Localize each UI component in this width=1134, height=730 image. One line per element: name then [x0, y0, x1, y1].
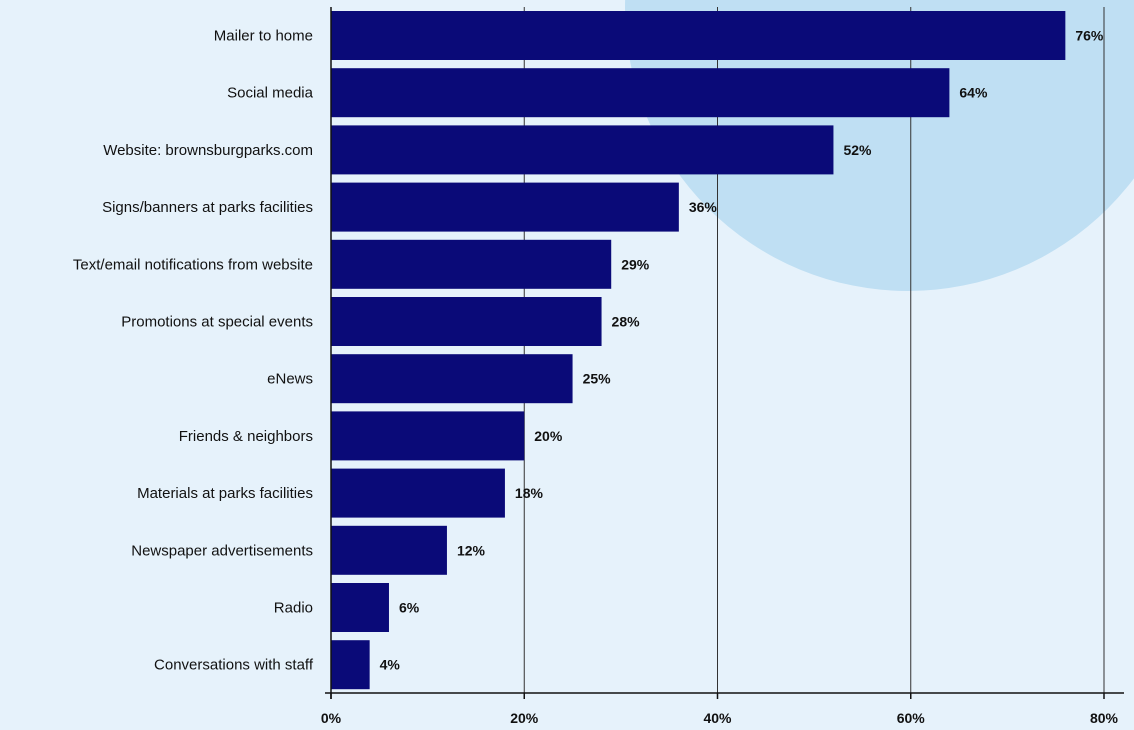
value-label: 29% [621, 256, 650, 272]
labels: 0% 20% 40% 60% 80% Mailer to home 76% Social me… [73, 28, 1119, 727]
value-label: 18% [515, 485, 544, 501]
value-label: 25% [583, 371, 612, 387]
bar [331, 640, 370, 690]
category-label: eNews [267, 371, 313, 388]
value-label: 76% [1075, 28, 1104, 44]
axes [325, 7, 1124, 699]
category-label: Promotions at special events [121, 314, 313, 331]
bar [331, 411, 525, 461]
category-label: Mailer to home [214, 28, 313, 45]
bar [331, 11, 1066, 60]
value-label: 28% [612, 314, 641, 330]
value-label: 6% [399, 600, 420, 616]
bar [331, 468, 505, 518]
x-tick-label: 20% [510, 710, 539, 726]
x-tick-label: 60% [897, 710, 926, 726]
category-label: Social media [227, 85, 314, 102]
value-label: 52% [843, 142, 872, 158]
bar [331, 125, 834, 175]
category-label: Signs/banners at parks facilities [102, 199, 313, 216]
gridlines [523, 7, 1105, 693]
category-label: Radio [274, 600, 313, 617]
x-tick-label: 40% [703, 710, 732, 726]
bar [331, 354, 573, 404]
value-label: 4% [380, 657, 401, 673]
bar [331, 525, 447, 575]
value-label: 12% [457, 542, 486, 558]
category-label: Conversations with staff [154, 657, 314, 674]
x-tick-label: 0% [321, 710, 342, 726]
category-label: Website: brownsburgparks.com [103, 142, 313, 159]
value-label: 36% [689, 199, 718, 215]
category-label: Text/email notifications from website [73, 256, 313, 273]
bar [331, 68, 950, 118]
x-tick-label: 80% [1090, 710, 1119, 726]
category-label: Materials at parks facilities [137, 485, 313, 502]
bars [331, 11, 1066, 690]
bar [331, 239, 612, 289]
category-label: Newspaper advertisements [131, 542, 313, 559]
value-label: 20% [534, 428, 563, 444]
bar [331, 297, 602, 346]
value-label: 64% [959, 85, 988, 101]
category-label: Friends & neighbors [179, 428, 313, 445]
bar [331, 583, 389, 632]
bar [331, 182, 679, 232]
